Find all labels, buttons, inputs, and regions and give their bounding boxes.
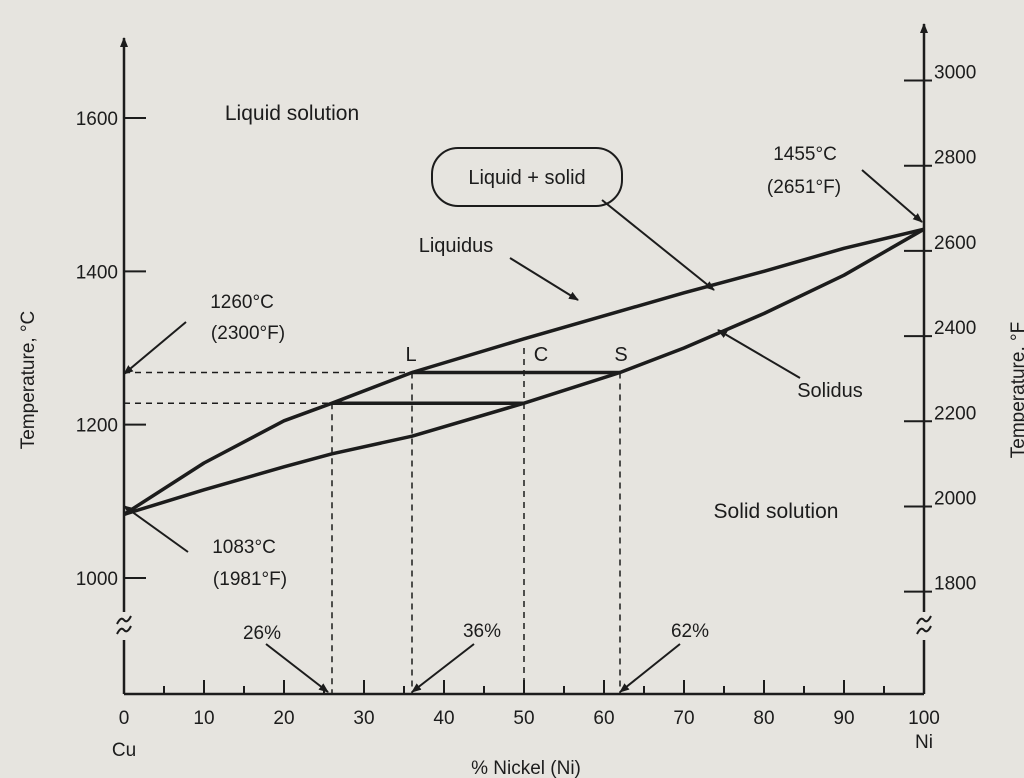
liquid-solid-callout-box bbox=[431, 147, 623, 207]
y2-tick-label: 2800 bbox=[934, 148, 976, 169]
x-tick-label: 70 bbox=[673, 708, 694, 729]
ni-melting-c: 1455°C bbox=[773, 144, 837, 165]
tie-temp-f: (2300°F) bbox=[211, 323, 285, 344]
phase-curves bbox=[123, 227, 925, 517]
liquidus-curve bbox=[123, 227, 925, 516]
y2-tick-label: 1800 bbox=[934, 574, 976, 595]
x-tick-label: 40 bbox=[433, 708, 454, 729]
x-tick-label: 60 bbox=[593, 708, 614, 729]
x-tick-label: 10 bbox=[193, 708, 214, 729]
liquidus-label: Liquidus bbox=[419, 235, 494, 257]
y-tick-label: 1600 bbox=[76, 109, 118, 130]
y2-tick-label: 2600 bbox=[934, 233, 976, 254]
solidus-arrow bbox=[717, 329, 801, 379]
y-axis-break bbox=[116, 615, 132, 635]
y2-axis-break bbox=[916, 615, 932, 635]
callout-arrow bbox=[601, 199, 715, 291]
pct-36-arrow bbox=[411, 643, 475, 693]
region-liquid-solution: Liquid solution bbox=[225, 102, 359, 125]
x-tick-label: 30 bbox=[353, 708, 374, 729]
y2-tick-label: 2200 bbox=[934, 403, 976, 424]
point-label-s: S bbox=[614, 344, 627, 366]
pct-62-label: 62% bbox=[671, 621, 709, 642]
tie-temp-c: 1260°C bbox=[210, 292, 274, 313]
pct-36-label: 36% bbox=[463, 621, 501, 642]
cu-melt-arrow bbox=[123, 505, 189, 553]
y-tick-label: 1200 bbox=[76, 416, 118, 437]
x-end-label-cu: Cu bbox=[112, 740, 136, 761]
y-tick-label: 1000 bbox=[76, 569, 118, 590]
y2-axis-title: Temperature, °F bbox=[1008, 322, 1024, 458]
pct-26-arrow bbox=[265, 643, 329, 693]
y-tick-label: 1400 bbox=[76, 262, 118, 283]
cu-melting-c: 1083°C bbox=[212, 537, 276, 558]
ni-melt-arrow bbox=[861, 169, 923, 223]
x-tick-label: 20 bbox=[273, 708, 294, 729]
tie-temp-arrow bbox=[123, 321, 187, 375]
x-tick-label: 90 bbox=[833, 708, 854, 729]
cu-melting-f: (1981°F) bbox=[213, 569, 287, 590]
point-label-l: L bbox=[405, 344, 416, 366]
leader-arrows bbox=[123, 169, 923, 693]
ni-melting-f: (2651°F) bbox=[767, 177, 841, 198]
tick-labels: 0 10 20 30 40 50 60 70 80 90 100 1000 1200 1400 1600 18… bbox=[76, 63, 977, 729]
y2-tick-label: 2000 bbox=[934, 488, 976, 509]
y2-tick-label: 2400 bbox=[934, 318, 976, 339]
x-tick-label: 80 bbox=[753, 708, 774, 729]
x-axis-title: % Nickel (Ni) bbox=[471, 758, 581, 778]
solidus-label: Solidus bbox=[797, 380, 863, 402]
point-label-c: C bbox=[534, 344, 548, 366]
x-tick-label: 50 bbox=[513, 708, 534, 729]
y-axis-title: Temperature, °C bbox=[18, 311, 39, 450]
region-solid-solution: Solid solution bbox=[714, 500, 839, 523]
dashed-guides bbox=[124, 348, 621, 694]
x-end-label-ni: Ni bbox=[915, 732, 933, 753]
y2-tick-label: 3000 bbox=[934, 63, 976, 84]
x-tick-label: 100 bbox=[908, 708, 940, 729]
region-liquid-plus-solid: Liquid + solid bbox=[468, 167, 585, 189]
x-tick-label: 0 bbox=[119, 708, 130, 729]
liquidus-arrow bbox=[509, 257, 579, 301]
grid-layer: 0 10 20 30 40 50 60 70 80 90 100 1000 1200 1400 1600 18… bbox=[76, 23, 977, 729]
pct-26-label: 26% bbox=[243, 623, 281, 644]
pct-62-arrow bbox=[619, 643, 681, 693]
